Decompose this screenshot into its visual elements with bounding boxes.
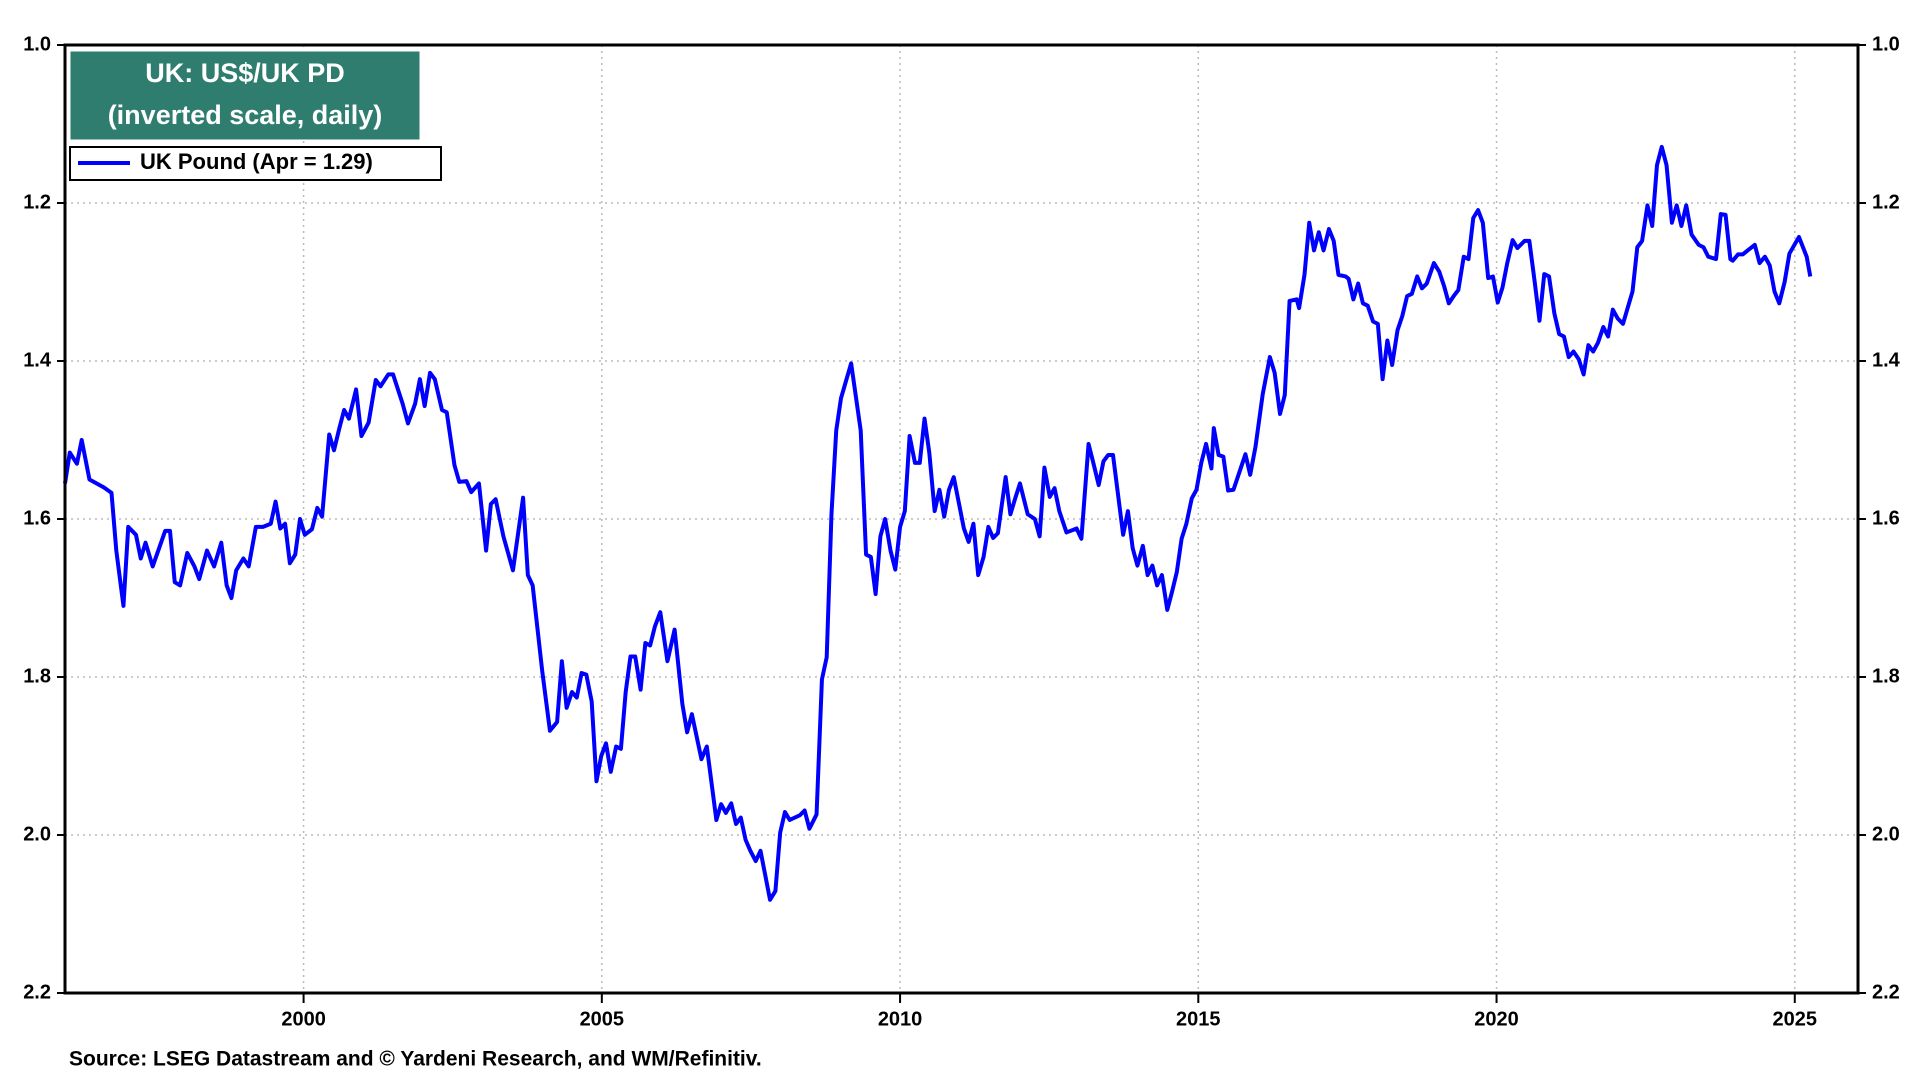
legend-label: UK Pound (Apr = 1.29) — [140, 149, 373, 174]
y-tick-label: 1.0 — [23, 33, 51, 55]
plot-frame — [63, 43, 1860, 995]
y2-tick-label: 1.4 — [1872, 349, 1901, 371]
chart-subtitle: (inverted scale, daily) — [108, 100, 383, 130]
x-tick-label: 2010 — [878, 1008, 923, 1030]
x-tick-label: 2015 — [1176, 1008, 1221, 1030]
series-line — [63, 144, 1813, 902]
x-tick-label: 2025 — [1773, 1008, 1818, 1030]
y-tick-label: 1.8 — [23, 665, 51, 687]
y2-tick-label: 1.0 — [1872, 33, 1900, 55]
y-tick-label: 1.2 — [23, 191, 51, 213]
x-tick-label: 2000 — [281, 1008, 326, 1030]
y-tick-label: 2.0 — [23, 823, 51, 845]
y2-tick-label: 2.0 — [1872, 823, 1900, 845]
y-tick-label: 1.4 — [23, 349, 52, 371]
source-note: Source: LSEG Datastream and © Yardeni Re… — [69, 1048, 762, 1071]
y2-tick-label: 1.8 — [1872, 665, 1900, 687]
x-tick-label: 2005 — [580, 1008, 625, 1030]
y-tick-label: 2.2 — [23, 981, 51, 1003]
chart-title: UK: US$/UK PD — [145, 58, 345, 88]
y2-tick-label: 1.6 — [1872, 507, 1900, 529]
x-tick-label: 2020 — [1474, 1008, 1519, 1030]
title-box — [69, 50, 421, 141]
y2-tick-label: 1.2 — [1872, 191, 1900, 213]
y2-tick-label: 2.2 — [1872, 981, 1900, 1003]
y-tick-label: 1.6 — [23, 507, 51, 529]
legend-box — [69, 146, 442, 181]
